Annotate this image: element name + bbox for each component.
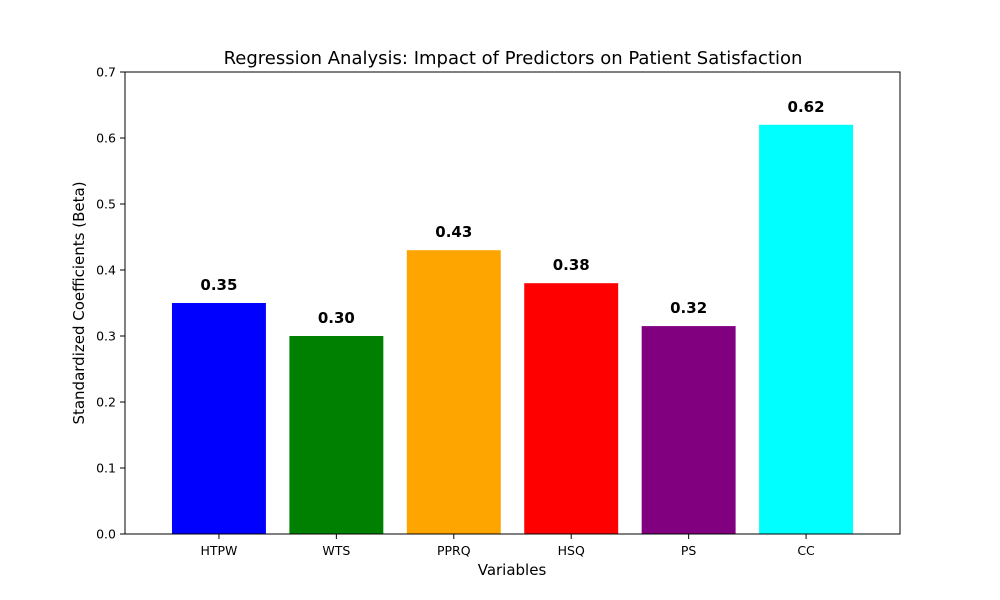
data-label-hsq: 0.38 — [553, 256, 590, 274]
bar-cc — [759, 124, 854, 535]
y-tick-label: 0.7 — [96, 65, 116, 80]
x-axis-label: Variables — [478, 561, 547, 579]
data-label-cc: 0.62 — [788, 98, 825, 116]
y-tick-label: 0.1 — [96, 461, 116, 476]
x-tick-label-cc: CC — [797, 543, 815, 558]
value-labels-group: 0.35 0.30 0.43 0.38 0.32 0.62 — [200, 98, 824, 327]
data-label-ps: 0.32 — [670, 299, 707, 317]
y-tick-label: 0.4 — [96, 263, 116, 278]
y-tick-label: 0.5 — [96, 197, 116, 212]
data-label-htpw: 0.35 — [200, 276, 237, 294]
x-tick-label-wts: WTS — [322, 543, 350, 558]
chart-title: Regression Analysis: Impact of Predictor… — [224, 48, 803, 69]
data-label-wts: 0.30 — [318, 309, 355, 327]
bars-group — [171, 124, 854, 535]
y-tick-label: 0.6 — [96, 131, 116, 146]
bar-htpw — [171, 303, 266, 534]
y-tick-label: 0.3 — [96, 329, 116, 344]
data-label-pprq: 0.43 — [435, 223, 472, 241]
y-axis: 0.0 0.1 0.2 0.3 0.4 0.5 0.6 0.7 — [96, 65, 125, 542]
x-tick-label-hsq: HSQ — [558, 543, 585, 558]
y-axis-label: Standardized Coefficients (Beta) — [70, 181, 88, 424]
bar-pprq — [406, 250, 501, 534]
y-tick-label: 0.0 — [96, 527, 116, 542]
bar-wts — [289, 336, 384, 534]
y-tick-label: 0.2 — [96, 395, 116, 410]
x-axis: HTPW WTS PPRQ HSQ PS CC — [200, 534, 815, 558]
x-tick-label-htpw: HTPW — [200, 543, 237, 558]
x-tick-label-pprq: PPRQ — [437, 543, 471, 558]
bar-hsq — [524, 283, 619, 534]
plot-frame — [124, 71, 901, 535]
bar-ps — [641, 326, 736, 534]
x-tick-label-ps: PS — [681, 543, 697, 558]
